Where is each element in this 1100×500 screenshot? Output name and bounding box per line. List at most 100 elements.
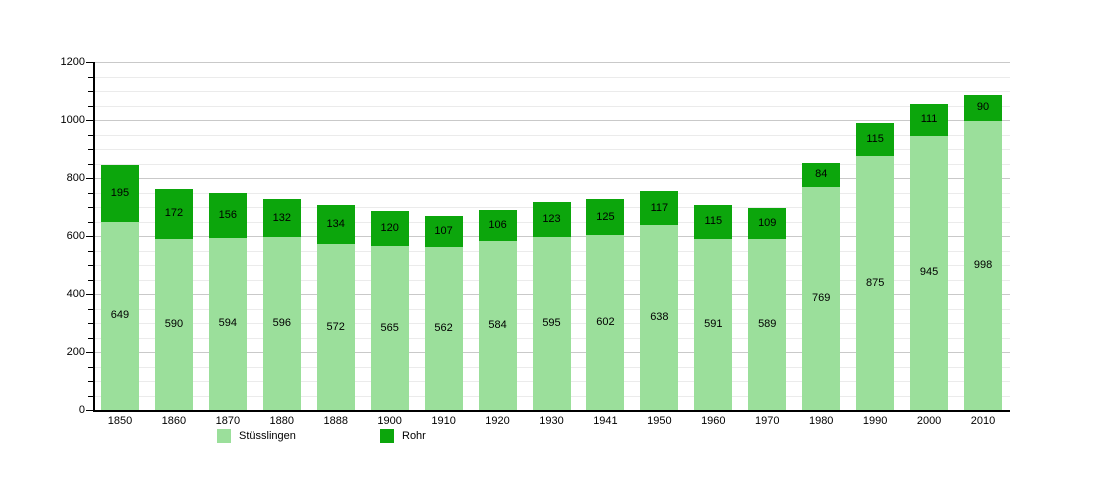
y-axis-tick (88, 163, 93, 165)
bar-value-label: 572 (326, 320, 345, 333)
bar-segment-stuesslingen: 565 (370, 246, 409, 410)
bar-value-label: 584 (488, 318, 507, 331)
y-axis-tick (88, 149, 93, 150)
y-axis-tick (88, 134, 93, 136)
gridline-major (95, 62, 1010, 63)
bar-segment-rohr: 120 (370, 211, 409, 247)
bar-segment-rohr: 117 (640, 191, 679, 225)
bar-segment-rohr: 125 (586, 199, 625, 236)
y-axis-tick (86, 120, 93, 121)
y-axis-tick (88, 192, 93, 194)
bar-value-label: 945 (919, 266, 939, 279)
y-axis-tick (88, 337, 93, 339)
bar-segment-stuesslingen: 596 (262, 237, 301, 410)
x-axis-tick-label: 2010 (970, 415, 996, 427)
bar-value-label: 107 (434, 225, 453, 238)
gridline-minor (95, 91, 1010, 92)
bar-value-label: 120 (380, 222, 399, 235)
bar-segment-rohr: 90 (964, 94, 1003, 121)
gridline-minor (95, 149, 1010, 150)
bar-segment-stuesslingen: 945 (910, 135, 949, 410)
y-axis-tick (86, 294, 93, 295)
x-axis-tick-label: 1960 (701, 415, 726, 427)
y-axis-tick (88, 308, 93, 310)
bar-value-label: 172 (164, 207, 184, 220)
y-axis-line (93, 62, 95, 410)
bar-value-label: 565 (380, 321, 399, 334)
x-axis-tick-label: 1941 (593, 415, 618, 427)
bar-value-label: 591 (704, 317, 723, 330)
bar-value-label: 638 (650, 310, 669, 323)
x-axis-tick-label: 1888 (323, 415, 348, 427)
bar-segment-rohr: 84 (802, 162, 841, 187)
bar-segment-rohr: 106 (478, 209, 517, 241)
bar-segment-stuesslingen: 638 (640, 224, 679, 410)
y-axis-tick (88, 207, 93, 208)
x-axis-tick-label: 1880 (269, 415, 295, 427)
bar-segment-rohr: 132 (262, 198, 301, 238)
bar-value-label: 596 (272, 317, 291, 330)
bar-value-label: 594 (218, 317, 238, 330)
bar-value-label: 134 (326, 218, 345, 231)
x-axis-tick-label: 1870 (215, 415, 241, 427)
bar-value-label: 90 (976, 101, 990, 114)
bar-segment-stuesslingen: 602 (586, 235, 625, 410)
bar-segment-stuesslingen: 589 (748, 239, 787, 410)
bar-value-label: 998 (973, 258, 993, 271)
bar-segment-rohr: 156 (208, 192, 247, 238)
y-axis-tick (88, 395, 93, 397)
y-axis-tick (88, 91, 93, 92)
bar-value-label: 589 (758, 318, 777, 331)
y-axis-tick-label: 0 (78, 404, 85, 416)
gridline-minor (95, 192, 1010, 194)
bar-value-label: 125 (596, 210, 615, 223)
y-axis-tick-label: 400 (66, 288, 85, 300)
x-axis-tick-label: 1990 (862, 415, 888, 427)
y-axis-tick (88, 366, 93, 368)
x-axis-tick-label: 1860 (161, 415, 187, 427)
bar-value-label: 84 (815, 168, 828, 181)
bar-value-label: 132 (272, 211, 291, 224)
bar-segment-rohr: 109 (748, 207, 787, 240)
bar-value-label: 649 (110, 309, 130, 322)
x-axis-tick-label: 1910 (431, 415, 456, 427)
bar-segment-stuesslingen: 649 (100, 221, 139, 410)
bar-segment-stuesslingen: 998 (964, 120, 1003, 410)
bar-segment-rohr: 111 (910, 103, 949, 136)
bar-value-label: 115 (704, 215, 723, 228)
x-axis-tick-label: 1900 (377, 415, 402, 427)
bar-segment-stuesslingen: 584 (478, 240, 517, 410)
bar-value-label: 875 (865, 276, 885, 289)
y-axis-tick (86, 352, 93, 353)
y-axis-tick (88, 279, 93, 281)
y-axis-tick (88, 221, 93, 223)
y-axis-tick-label: 600 (66, 230, 85, 242)
bar-segment-rohr: 107 (424, 216, 463, 248)
bar-segment-stuesslingen: 875 (856, 156, 895, 410)
bar-value-label: 115 (866, 133, 884, 146)
gridline-major (95, 178, 1010, 179)
y-axis-tick-label: 800 (66, 172, 85, 184)
x-axis-tick-label: 1850 (107, 415, 133, 427)
gridline-minor (95, 134, 1010, 136)
bar-value-label: 562 (434, 322, 453, 335)
legend-item-stuesslingen: Stüsslingen (217, 429, 296, 443)
bar-segment-stuesslingen: 572 (316, 244, 355, 410)
bar-value-label: 156 (218, 208, 238, 221)
y-axis-tick (88, 381, 93, 382)
y-axis-tick-label: 1000 (60, 114, 85, 126)
y-axis-tick-label: 200 (66, 346, 85, 358)
bar-segment-rohr: 115 (694, 205, 733, 239)
bar-segment-rohr: 172 (154, 189, 193, 239)
bar-value-label: 602 (596, 316, 615, 329)
bar-segment-stuesslingen: 594 (208, 237, 247, 410)
legend-label-rohr: Rohr (402, 430, 426, 442)
x-axis-tick-label: 2000 (916, 415, 942, 427)
y-axis-tick-label: 1200 (60, 56, 85, 68)
bar-segment-stuesslingen: 595 (532, 237, 571, 410)
y-axis-tick (88, 105, 93, 107)
bar-segment-rohr: 134 (316, 205, 355, 245)
legend-item-rohr: Rohr (380, 429, 426, 443)
bar-value-label: 769 (812, 292, 831, 304)
